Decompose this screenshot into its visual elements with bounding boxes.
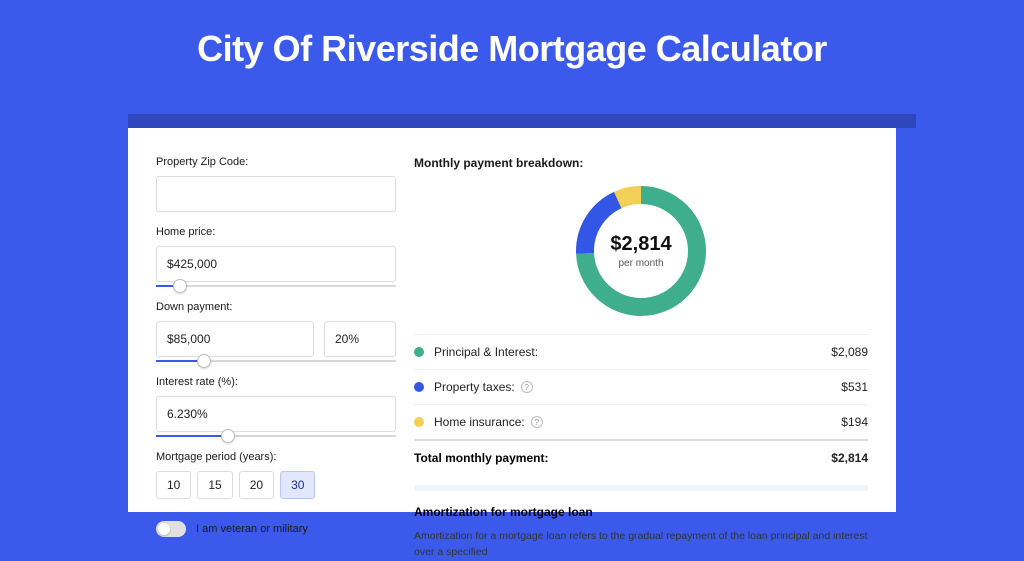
legend-dot [414,417,424,427]
period-btn-15[interactable]: 15 [197,471,232,499]
donut-sub: per month [618,258,663,269]
down-payment-group: Down payment: [156,301,396,362]
interest-rate-label: Interest rate (%): [156,376,396,388]
home-price-group: Home price: [156,226,396,287]
legend-total-label: Total monthly payment: [414,451,548,465]
legend-value: $194 [841,415,868,429]
home-price-input[interactable] [156,246,396,282]
amortization-body: Amortization for a mortgage loan refers … [414,529,868,561]
breakdown-column: Monthly payment breakdown: $2,814 per mo… [414,156,868,512]
page-title: City Of Riverside Mortgage Calculator [0,0,1024,92]
legend-row: Principal & Interest: $2,089 [414,335,868,370]
legend-dot [414,347,424,357]
legend-label: Principal & Interest: [434,345,538,359]
legend-total-row: Total monthly payment: $2,814 [414,441,868,479]
down-payment-label: Down payment: [156,301,396,313]
interest-rate-slider-thumb[interactable] [221,429,235,443]
period-btn-10[interactable]: 10 [156,471,191,499]
legend-dot [414,382,424,392]
legend: Principal & Interest: $2,089 Property taxe… [414,334,868,441]
period-btn-20[interactable]: 20 [239,471,274,499]
donut-chart: $2,814 per month [576,186,706,316]
card-shadow [128,114,916,128]
legend-total-value: $2,814 [831,451,868,465]
donut-wrap: $2,814 per month [414,182,868,334]
home-price-slider-thumb[interactable] [173,279,187,293]
veteran-row: I am veteran or military [156,521,396,545]
calculator-card: Property Zip Code: Home price: Down paym… [128,128,896,512]
veteran-toggle[interactable] [156,521,186,537]
down-payment-slider-thumb[interactable] [197,354,211,368]
period-label: Mortgage period (years): [156,451,396,463]
period-options: 10152030 [156,471,396,499]
zip-group: Property Zip Code: [156,156,396,212]
legend-label: Property taxes: [434,380,515,394]
breakdown-title: Monthly payment breakdown: [414,156,868,170]
zip-label: Property Zip Code: [156,156,396,168]
legend-row: Property taxes:? $531 [414,370,868,405]
veteran-label: I am veteran or military [196,523,308,535]
veteran-toggle-knob [158,523,170,535]
legend-value: $2,089 [831,345,868,359]
legend-row: Home insurance:? $194 [414,405,868,441]
amortization-title: Amortization for mortgage loan [414,505,868,519]
interest-rate-slider-fill [156,435,228,437]
info-icon[interactable]: ? [531,416,543,428]
down-payment-input[interactable] [156,321,314,357]
amortization-section: Amortization for mortgage loan Amortizat… [414,485,868,561]
legend-value: $531 [841,380,868,394]
donut-amount: $2,814 [610,233,671,256]
interest-rate-slider[interactable] [156,435,396,437]
down-payment-slider[interactable] [156,360,396,362]
interest-rate-input[interactable] [156,396,396,432]
down-payment-percent-input[interactable] [324,321,396,357]
period-group: Mortgage period (years): 10152030 [156,451,396,499]
interest-rate-group: Interest rate (%): [156,376,396,437]
period-btn-30[interactable]: 30 [280,471,315,499]
form-column: Property Zip Code: Home price: Down paym… [156,156,396,512]
zip-input[interactable] [156,176,396,212]
legend-label: Home insurance: [434,415,525,429]
home-price-label: Home price: [156,226,396,238]
info-icon[interactable]: ? [521,381,533,393]
home-price-slider[interactable] [156,285,396,287]
donut-center: $2,814 per month [576,186,706,316]
